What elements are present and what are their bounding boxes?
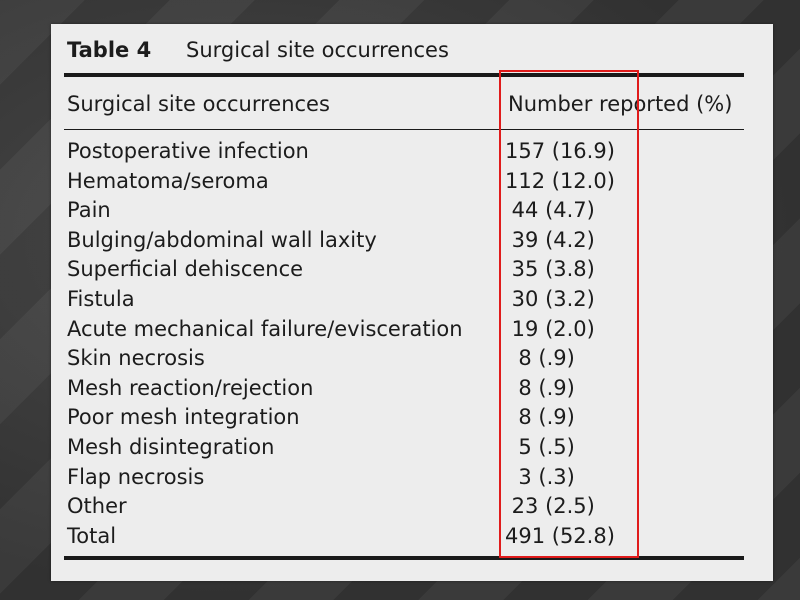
row-value: 112 (12.0) <box>505 168 615 193</box>
table-row: Mesh disintegration 5 (.5) <box>67 435 747 465</box>
row-value: 5 (.5) <box>505 434 575 459</box>
table-body: Postoperative infection 157 (16.9) Hemat… <box>67 139 747 553</box>
row-label: Mesh disintegration <box>67 434 275 459</box>
row-value: 8 (.9) <box>505 405 575 430</box>
row-value: 39 (4.2) <box>505 227 595 252</box>
row-label: Poor mesh integration <box>67 405 300 430</box>
table-row: Superficial dehiscence 35 (3.8) <box>67 257 747 287</box>
table-row: Poor mesh integration 8 (.9) <box>67 405 747 435</box>
column-highlight-box <box>499 70 639 558</box>
row-value: 35 (3.8) <box>505 257 595 282</box>
row-label: Fistula <box>67 286 135 311</box>
table-row: Fistula 30 (3.2) <box>67 287 747 317</box>
row-label: Pain <box>67 198 111 223</box>
row-value: 30 (3.2) <box>505 286 595 311</box>
column-header-number-reported: Number reported (%) <box>508 92 733 116</box>
row-value: 491 (52.8) <box>505 523 615 548</box>
bottom-rule <box>64 556 744 560</box>
row-label: Flap necrosis <box>67 464 205 489</box>
row-value: 19 (2.0) <box>505 316 595 341</box>
row-value: 23 (2.5) <box>505 494 595 519</box>
row-label: Other <box>67 494 127 519</box>
row-label: Postoperative infection <box>67 139 309 163</box>
row-label: Hematoma/seroma <box>67 168 269 193</box>
table-number: Table 4 <box>67 38 152 62</box>
row-label: Mesh reaction/rejection <box>67 375 314 400</box>
table-row: Flap necrosis 3 (.3) <box>67 465 747 495</box>
row-label: Acute mechanical failure/evisceration <box>67 316 463 341</box>
table-row: Hematoma/seroma 112 (12.0) <box>67 169 747 199</box>
header-rule <box>64 129 744 130</box>
table-row: Mesh reaction/rejection 8 (.9) <box>67 376 747 406</box>
table-row: Skin necrosis 8 (.9) <box>67 346 747 376</box>
table-row: Postoperative infection 157 (16.9) <box>67 139 747 169</box>
row-value: 8 (.9) <box>505 375 575 400</box>
row-value: 8 (.9) <box>505 346 575 371</box>
row-label: Bulging/abdominal wall laxity <box>67 227 377 252</box>
row-value: 3 (.3) <box>505 464 575 489</box>
table-row: Other 23 (2.5) <box>67 494 747 524</box>
slide-panel <box>51 24 773 581</box>
table-row: Acute mechanical failure/evisceration 19… <box>67 317 747 347</box>
table-row: Bulging/abdominal wall laxity 39 (4.2) <box>67 228 747 258</box>
row-label: Total <box>67 523 117 548</box>
table-row-total: Total 491 (52.8) <box>67 524 747 554</box>
row-label: Superficial dehiscence <box>67 257 304 282</box>
row-value: 157 (16.9) <box>505 139 615 163</box>
column-header-occurrences: Surgical site occurrences <box>67 92 330 116</box>
row-label: Skin necrosis <box>67 346 205 371</box>
table-title: Surgical site occurrences <box>186 38 449 62</box>
table-row: Pain 44 (4.7) <box>67 198 747 228</box>
row-value: 44 (4.7) <box>505 198 595 223</box>
top-rule <box>64 73 744 77</box>
